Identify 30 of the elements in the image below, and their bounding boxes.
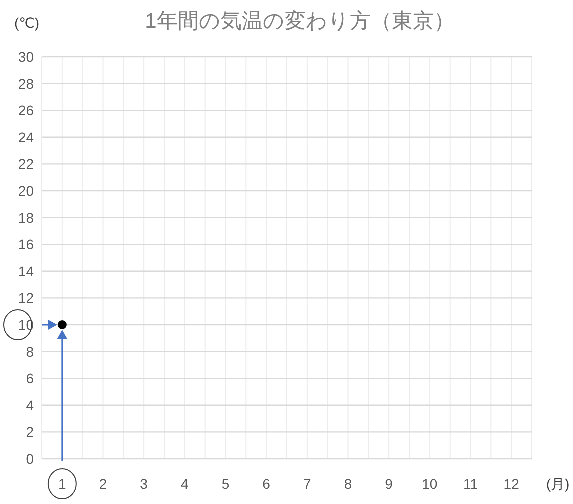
y-tick-label: 14: [18, 263, 34, 280]
x-tick-label: 5: [222, 476, 230, 492]
chart-title: 1年間の気温の変わり方（東京）: [145, 10, 455, 33]
y-tick-label: 8: [26, 344, 34, 360]
x-tick-label: 9: [385, 476, 394, 492]
y-tick-label: 26: [18, 102, 34, 119]
y-tick-label: 28: [18, 76, 34, 92]
x-tick-label: 10: [422, 476, 438, 492]
x-tick-label: 2: [99, 476, 108, 492]
x-tick-label: 3: [140, 476, 148, 492]
y-tick-label: 20: [18, 183, 34, 199]
y-tick-label: 16: [18, 236, 34, 253]
x-tick-label: 7: [304, 476, 312, 492]
x-axis-title: (月): [546, 476, 570, 492]
x-tick-label: 8: [344, 476, 352, 492]
y-tick-label: 22: [18, 156, 34, 172]
x-tick-label: 4: [181, 476, 190, 492]
y-axis-title: (℃): [14, 15, 40, 31]
y-tick-label: 18: [18, 210, 34, 226]
x-tick-label: 1: [58, 476, 67, 492]
y-tick-label: 4: [26, 397, 34, 414]
x-tick-label: 6: [262, 476, 271, 492]
x-tick-label: 11: [463, 476, 478, 492]
y-tick-label: 2: [26, 424, 34, 440]
y-tick-label: 6: [26, 370, 34, 387]
y-tick-label: 0: [26, 451, 34, 467]
y-tick-label: 30: [18, 49, 34, 65]
y-tick-label: 12: [18, 290, 34, 306]
y-tick-label: 24: [18, 129, 34, 146]
x-tick-label: 12: [504, 476, 520, 492]
